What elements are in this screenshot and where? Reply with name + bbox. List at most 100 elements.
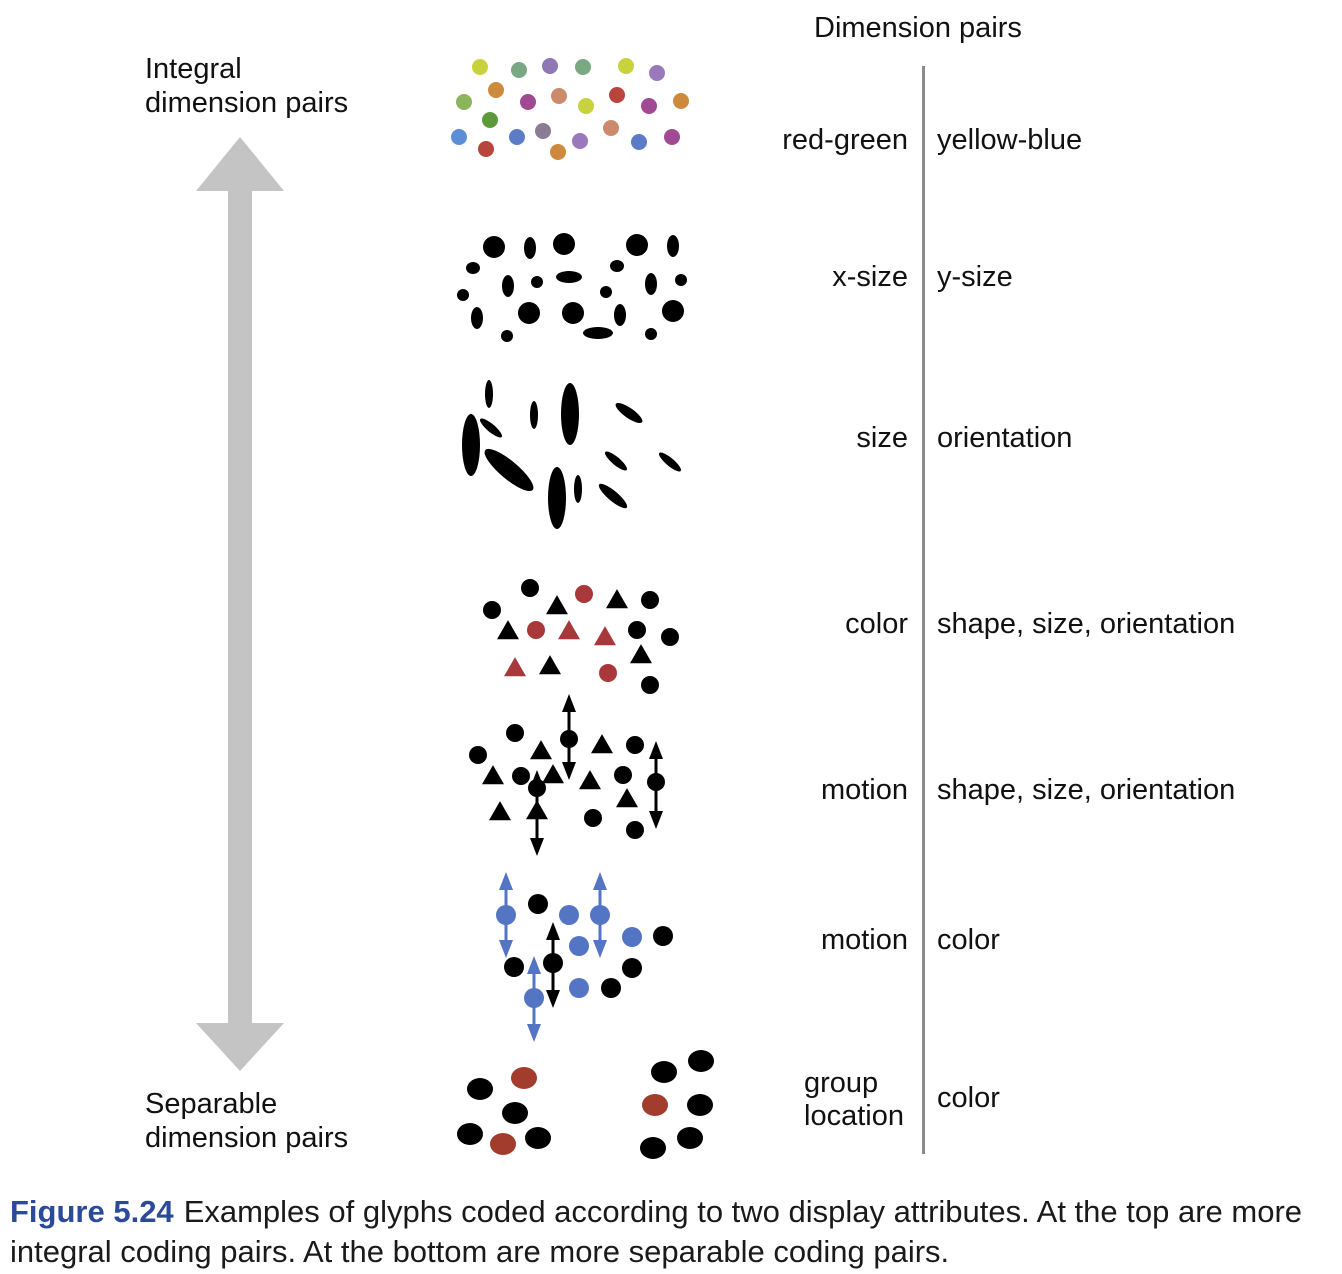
color-dot — [575, 59, 591, 75]
row6-motion-color-glyphs — [496, 872, 673, 1042]
color-dot — [550, 144, 566, 160]
color-dot — [641, 98, 657, 114]
row2-xy-size-ellipses — [457, 233, 687, 342]
glyph-triangle — [539, 655, 561, 675]
glyph-ellipse — [483, 236, 505, 258]
glyph-dot — [622, 927, 642, 947]
glyph-ellipse — [651, 1061, 677, 1083]
caption-text: Examples of glyphs coded according to tw… — [10, 1194, 1303, 1269]
color-dot — [482, 112, 498, 128]
motion-arrow-head-up — [649, 741, 663, 759]
separable-label-line2: dimension pairs — [145, 1122, 349, 1154]
glyph-ellipse — [490, 1133, 516, 1155]
glyph-ellipse — [610, 260, 624, 272]
color-dot — [603, 120, 619, 136]
row3-size-orientation-ellipses — [462, 380, 682, 529]
color-dot — [511, 62, 527, 78]
glyph-dot — [560, 730, 578, 748]
separable-label-line1: Separable — [145, 1088, 278, 1120]
glyph-dot — [559, 905, 579, 925]
glyph-ellipse — [675, 274, 687, 286]
glyph-dot — [504, 957, 524, 977]
color-dot — [535, 123, 551, 139]
glyph-ellipse — [479, 418, 503, 438]
glyph-ellipse — [525, 1127, 551, 1149]
glyph-ellipse — [640, 1137, 666, 1159]
glyph-ellipse — [548, 467, 566, 529]
motion-arrow-head-up — [546, 922, 560, 940]
dimension-pairs-header: Dimension pairs — [814, 12, 1022, 44]
row1-colored-dots — [451, 58, 689, 160]
glyph-ellipse — [466, 262, 480, 274]
row6-left-label: motion — [820, 924, 908, 956]
glyph-triangle — [530, 740, 552, 760]
motion-arrow-head-down — [527, 1024, 541, 1042]
glyph-ellipse — [658, 452, 682, 472]
row5-motion-shape-glyphs — [469, 694, 665, 856]
glyph-ellipse — [574, 475, 582, 503]
motion-arrow-head-down — [649, 811, 663, 829]
glyph-ellipse — [598, 483, 628, 509]
glyph-ellipse — [457, 289, 469, 301]
row1-left-label: red-green — [782, 124, 908, 156]
color-dot — [520, 94, 536, 110]
glyph-dot — [641, 676, 659, 694]
glyph-dot — [528, 779, 546, 797]
pairs-divider — [922, 66, 925, 1154]
glyph-ellipse — [471, 307, 483, 329]
color-dot — [478, 141, 494, 157]
glyph-dot — [614, 766, 632, 784]
glyph-ellipse — [687, 1094, 713, 1116]
glyph-ellipse — [531, 276, 543, 288]
glyph-ellipse — [614, 304, 626, 326]
glyph-ellipse — [462, 414, 480, 476]
row4-color-shape-glyphs — [483, 579, 679, 694]
color-dot — [649, 65, 665, 81]
glyph-triangle — [606, 589, 628, 609]
motion-arrow-head-down — [546, 990, 560, 1008]
glyph-ellipse — [556, 271, 582, 283]
motion-arrow-head-down — [562, 762, 576, 780]
color-dot — [664, 129, 680, 145]
glyph-triangle — [558, 620, 580, 640]
glyph-dot — [653, 926, 673, 946]
glyph-ellipse — [645, 328, 657, 340]
glyph-triangle — [526, 800, 548, 820]
row3-left-label: size — [856, 422, 908, 454]
color-dot — [578, 98, 594, 114]
glyph-ellipse — [688, 1050, 714, 1072]
glyph-triangle — [482, 765, 504, 785]
glyph-ellipse — [667, 235, 679, 257]
integral-label-line2: dimension pairs — [145, 87, 349, 119]
row1-right-label: yellow-blue — [937, 124, 1083, 156]
glyph-ellipse — [626, 234, 648, 256]
glyph-ellipse — [467, 1078, 493, 1100]
glyph-triangle — [579, 770, 601, 790]
color-dot — [456, 94, 472, 110]
glyph-ellipse — [662, 300, 684, 322]
glyph-ellipse — [645, 273, 657, 295]
color-dot — [488, 82, 504, 98]
glyph-ellipse — [562, 302, 584, 324]
glyph-dot — [469, 746, 487, 764]
row7-left-label-line2: location — [804, 1100, 904, 1132]
row4-right-label: shape, size, orientation — [937, 608, 1236, 640]
glyph-triangle — [594, 626, 616, 646]
color-dot — [472, 59, 488, 75]
glyph-ellipse — [501, 330, 513, 342]
motion-arrow-head-down — [530, 838, 544, 856]
glyph-dot — [647, 773, 665, 791]
integral-separable-arrow — [196, 137, 284, 1071]
motion-arrow-head-down — [499, 940, 513, 958]
glyph-dot — [626, 736, 644, 754]
color-dot — [451, 129, 467, 145]
color-dot — [542, 58, 558, 74]
glyph-ellipse — [553, 233, 575, 255]
glyph-triangle — [504, 657, 526, 677]
figure-caption: Figure 5.24 Examples of glyphs coded acco… — [10, 1192, 1340, 1272]
color-dot — [551, 88, 567, 104]
row5-left-label: motion — [820, 774, 908, 806]
color-dot — [609, 87, 625, 103]
glyph-dot — [584, 809, 602, 827]
color-dot — [618, 58, 634, 74]
